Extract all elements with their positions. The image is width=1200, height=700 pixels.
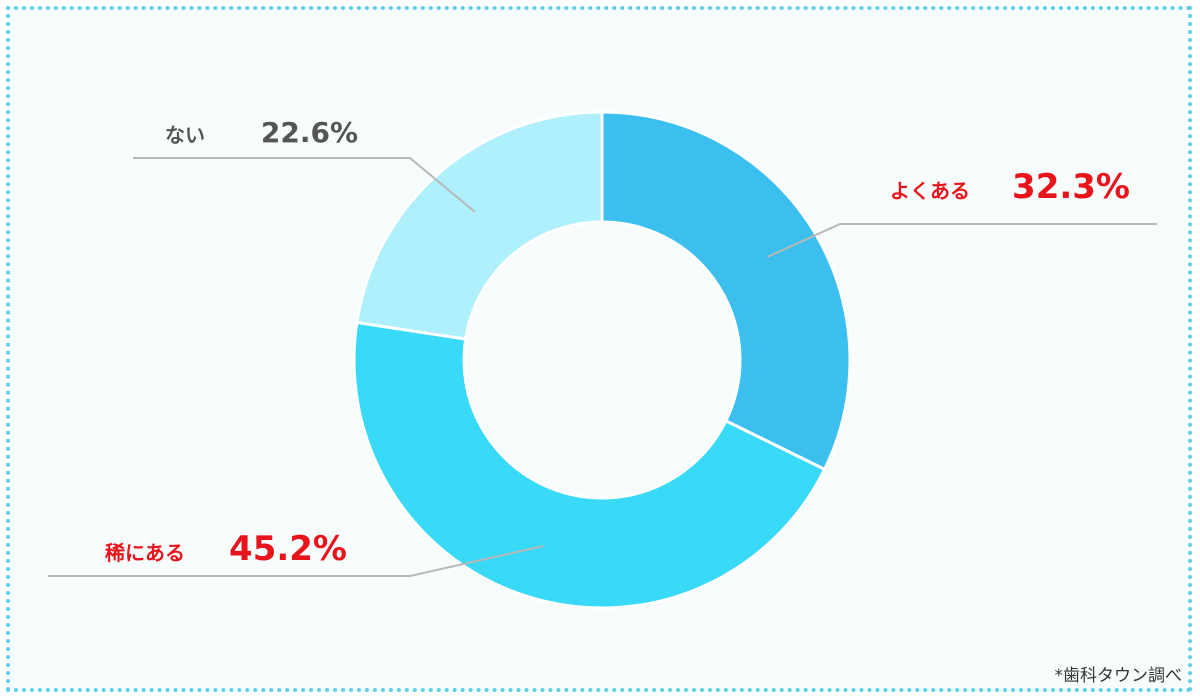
slice-1 <box>600 110 852 472</box>
value-label-1: 32.3% <box>1012 167 1130 207</box>
category-label-3: ない <box>165 123 205 147</box>
slice-labels: よくある 32.3% 稀にある 45.2% ない 22.6% <box>105 116 1130 569</box>
leader-line-3 <box>133 157 476 213</box>
leader-line-1 <box>767 223 1157 258</box>
leader-line-2 <box>48 545 544 577</box>
value-label-3: 22.6% <box>261 116 358 149</box>
category-label-2: 稀にある <box>105 541 185 565</box>
leader-lines <box>48 157 1157 577</box>
value-label-2: 45.2% <box>229 529 347 569</box>
slice-2 <box>352 320 827 610</box>
donut-slices <box>352 110 852 610</box>
category-label-1: よくある <box>890 179 970 203</box>
source-note: *歯科タウン調べ <box>1054 666 1183 686</box>
slice-3 <box>355 110 604 341</box>
